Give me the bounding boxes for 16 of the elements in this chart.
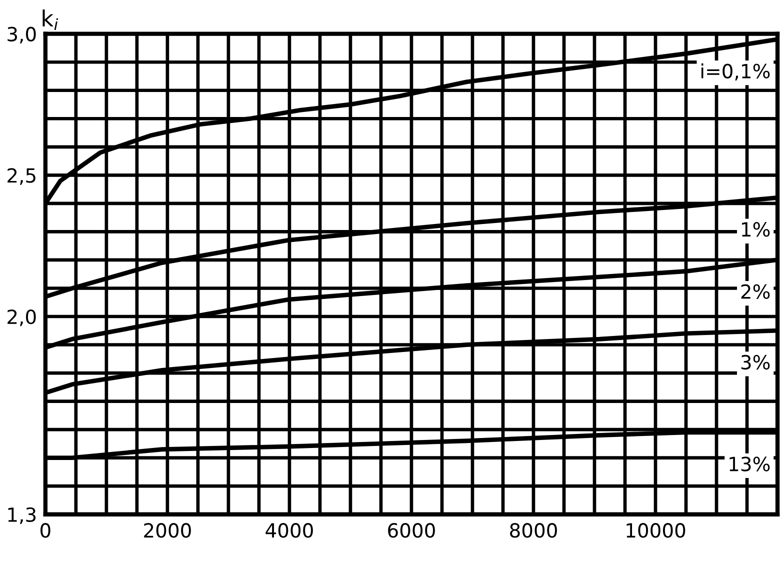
y-tick-label: 2,5	[8, 168, 36, 185]
x-tick-label: 4000	[266, 523, 313, 538]
series-label: 13%	[730, 456, 770, 472]
x-tick-label: 2000	[144, 523, 191, 538]
x-tick-label: 0	[40, 523, 50, 538]
x-tick-label: 6000	[388, 523, 435, 538]
series-label: 3%	[741, 354, 770, 370]
x-tick-label: 8000	[510, 523, 557, 538]
series-label: 1%	[742, 222, 770, 237]
x-tick-label: 10000	[626, 523, 686, 538]
y-tick-label: 1,3	[8, 507, 36, 524]
y-axis-title: k$_{i}$	[42, 10, 58, 30]
y-tick-label: 2,0	[8, 309, 36, 326]
y-tick-label: 3,0	[8, 26, 36, 44]
series-label: i=0,1%	[701, 63, 770, 80]
series-label: 2%	[741, 284, 770, 299]
